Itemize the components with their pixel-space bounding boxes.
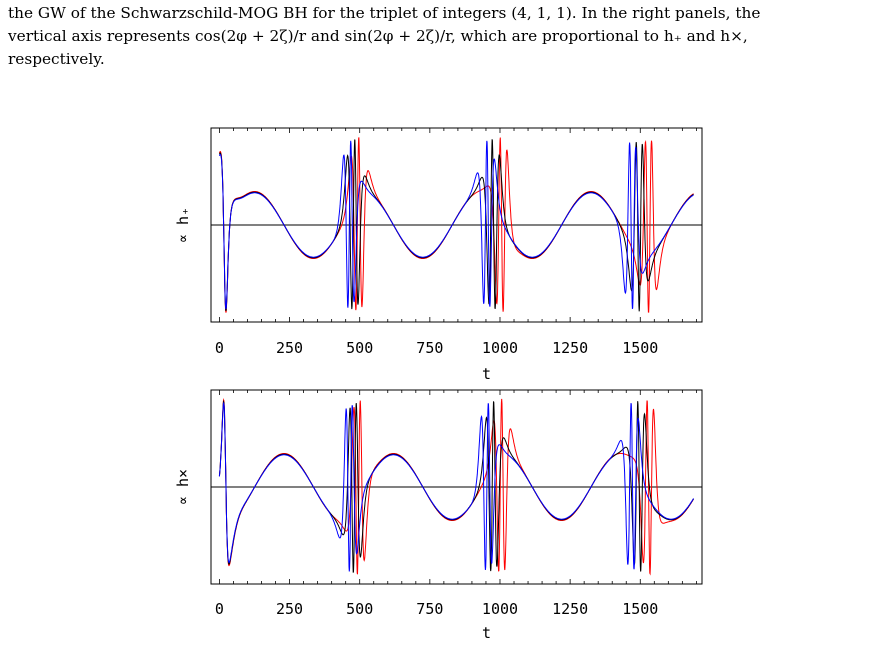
chart-panel-2: 0 250 500 750 1000 1250 1500 t ∝ h× <box>174 389 703 642</box>
x-tick-label: 1250 <box>552 600 588 618</box>
x-tick-label: 750 <box>416 600 443 618</box>
x-tick-label: 250 <box>276 600 303 618</box>
x-tick-label: 1000 <box>482 600 518 618</box>
x-axis-label: t <box>482 365 491 383</box>
x-tick-label: 1500 <box>622 600 658 618</box>
x-tick-label: 1000 <box>482 339 518 357</box>
series-line-3 <box>218 401 694 572</box>
y-axis-label: ∝ h₊ <box>174 207 192 243</box>
caption-line-2: vertical axis represents cos(2φ + 2ζ)/r … <box>8 27 748 45</box>
x-tick-label: 1500 <box>622 339 658 357</box>
series-line-3 <box>218 140 694 310</box>
chart-panel-1: 0 250 500 750 1000 1250 1500 t ∝ h₊ <box>174 127 703 383</box>
x-axis-label: t <box>482 624 491 642</box>
x-tick-label: 250 <box>276 339 303 357</box>
x-tick-label: 0 <box>215 600 224 618</box>
figure-caption: the GW of the Schwarzschild-MOG BH for t… <box>8 2 866 71</box>
x-tick-label: 0 <box>215 339 224 357</box>
x-tick-label: 500 <box>346 600 373 618</box>
caption-line-1: the GW of the Schwarzschild-MOG BH for t… <box>8 4 761 22</box>
y-axis-label: ∝ h× <box>174 469 192 505</box>
x-tick-label: 1250 <box>552 339 588 357</box>
caption-line-3: respectively. <box>8 50 105 68</box>
x-tick-label: 750 <box>416 339 443 357</box>
x-tick-label: 500 <box>346 339 373 357</box>
